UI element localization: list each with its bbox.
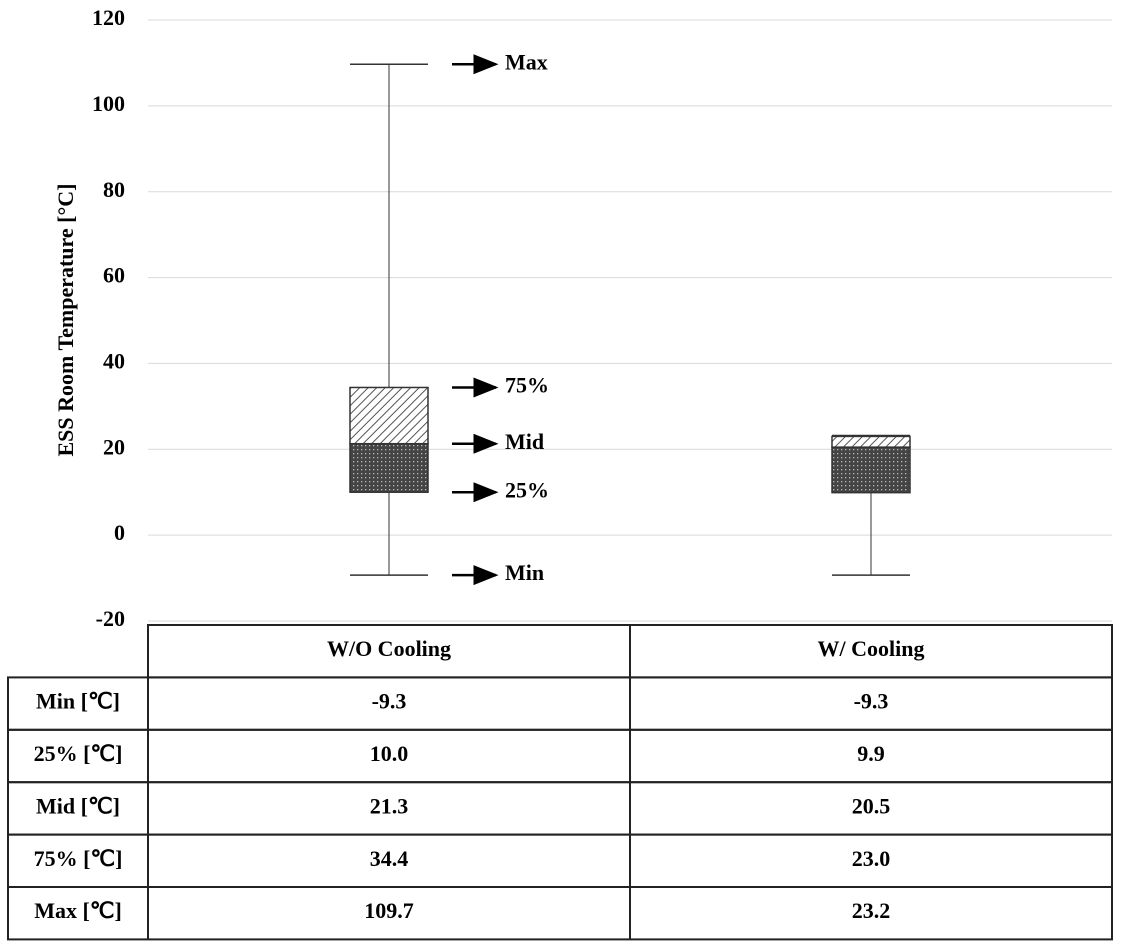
row-label: 75% [℃]: [34, 846, 123, 871]
annotation: Max: [505, 49, 548, 74]
box-upper: [831, 435, 911, 448]
annotation: Mid: [505, 429, 544, 454]
table-row-border: [7, 676, 1113, 731]
row-label: 25% [℃]: [34, 741, 123, 766]
table-cell: -9.3: [372, 689, 407, 714]
annotation: 75%: [505, 373, 549, 398]
y-tick-label: 40: [103, 348, 125, 373]
annotation: 25%: [505, 477, 549, 502]
table-row-border: [7, 728, 1113, 784]
annotation: Min: [505, 560, 544, 585]
y-tick-label: 100: [92, 91, 125, 116]
table-cell: -9.3: [854, 689, 889, 714]
table-cell: 10.0: [370, 741, 409, 766]
table-cell: 23.0: [852, 846, 891, 871]
table-cell: 20.5: [852, 793, 891, 818]
row-label: Mid [℃]: [36, 793, 120, 818]
row-label: Max [℃]: [34, 898, 122, 923]
table-header: W/O Cooling: [327, 636, 451, 661]
table-cell: 9.9: [857, 741, 885, 766]
y-tick-label: 120: [92, 5, 125, 30]
table-row-border: [7, 833, 1113, 888]
table-row-border: [7, 886, 1113, 941]
box-lower: [349, 442, 429, 493]
box-upper: [349, 386, 429, 445]
table-cell: 23.2: [852, 898, 891, 923]
y-tick-label: 0: [114, 520, 125, 545]
table-row-border: [7, 781, 1113, 836]
y-tick-label: -20: [96, 606, 125, 631]
table-cell: 21.3: [370, 793, 409, 818]
y-tick-label: 60: [103, 263, 125, 288]
y-tick-label: 80: [103, 177, 125, 202]
y-axis-label: ESS Room Temperature [°C]: [53, 183, 78, 456]
y-tick-label: 20: [103, 434, 125, 459]
table-cell: 109.7: [364, 898, 414, 923]
table-cell: 34.4: [370, 846, 409, 871]
row-label: Min [℃]: [36, 689, 120, 714]
box-lower: [831, 446, 911, 494]
table-header: W/ Cooling: [818, 636, 925, 661]
